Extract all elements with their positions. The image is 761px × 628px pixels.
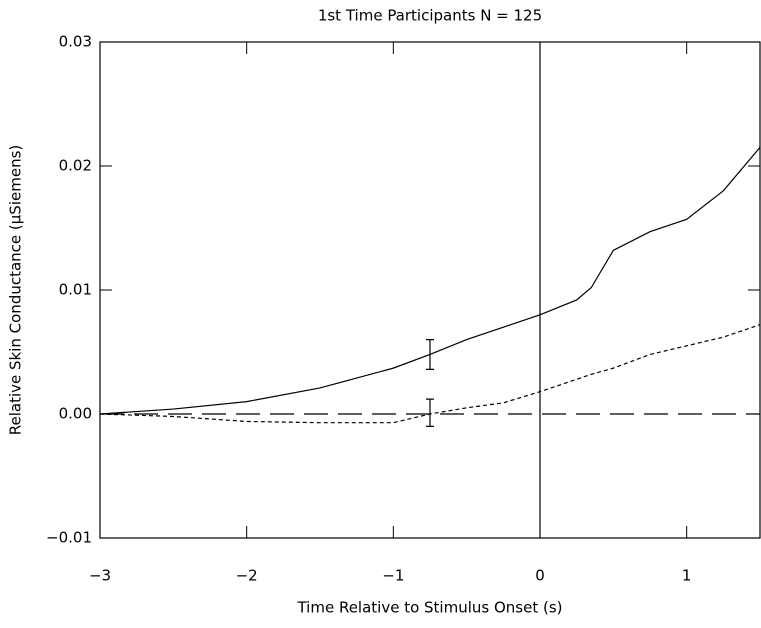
y-axis-label: Relative Skin Conductance (μSiemens) [7, 145, 25, 436]
chart-title: 1st Time Participants N = 125 [318, 7, 542, 25]
y-tick-label: 0.00 [59, 405, 92, 423]
x-tick-label: 1 [682, 567, 692, 585]
x-tick-label: −3 [89, 567, 111, 585]
error-bar [426, 339, 434, 370]
y-tick-label: 0.02 [59, 157, 92, 175]
x-axis-label: Time Relative to Stimulus Onset (s) [296, 599, 562, 617]
x-tick-label: −2 [236, 567, 258, 585]
error-bar [426, 398, 434, 427]
y-tick-label: −0.01 [46, 529, 92, 547]
series-line [99, 147, 761, 415]
plot-frame [99, 41, 761, 539]
y-tick-label: 0.03 [59, 33, 92, 51]
x-tick-label: 0 [535, 567, 545, 585]
x-tick-label: −1 [382, 567, 404, 585]
y-tick-label: 0.01 [59, 281, 92, 299]
series-line [99, 324, 761, 424]
